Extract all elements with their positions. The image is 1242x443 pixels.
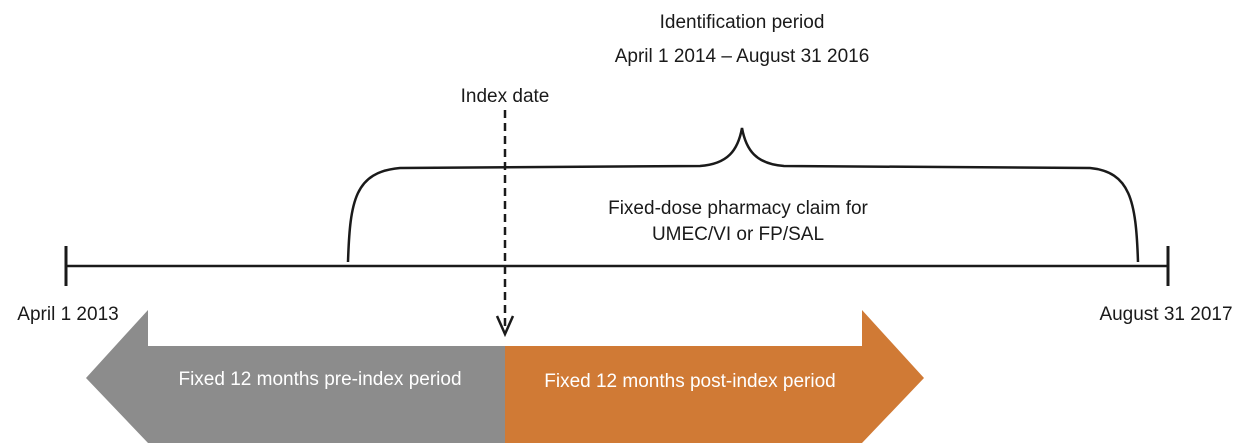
timeline-end-label: August 31 2017 bbox=[1099, 304, 1232, 325]
brace bbox=[346, 127, 1140, 263]
claim-line1: Fixed-dose pharmacy claim for bbox=[608, 198, 868, 219]
index-date-label: Index date bbox=[461, 86, 550, 107]
post-index-label: Fixed 12 months post-index period bbox=[544, 371, 836, 392]
identification-range: April 1 2014 – August 31 2016 bbox=[615, 46, 870, 67]
post-index-arrow bbox=[505, 310, 924, 443]
identification-title: Identification period bbox=[660, 12, 825, 33]
pre-index-label: Fixed 12 months pre-index period bbox=[178, 369, 461, 390]
claim-line2: UMEC/VI or FP/SAL bbox=[652, 224, 824, 245]
timeline-start-label: April 1 2013 bbox=[17, 304, 118, 325]
pre-index-arrow bbox=[86, 310, 505, 443]
index-date-arrowhead bbox=[495, 315, 515, 338]
